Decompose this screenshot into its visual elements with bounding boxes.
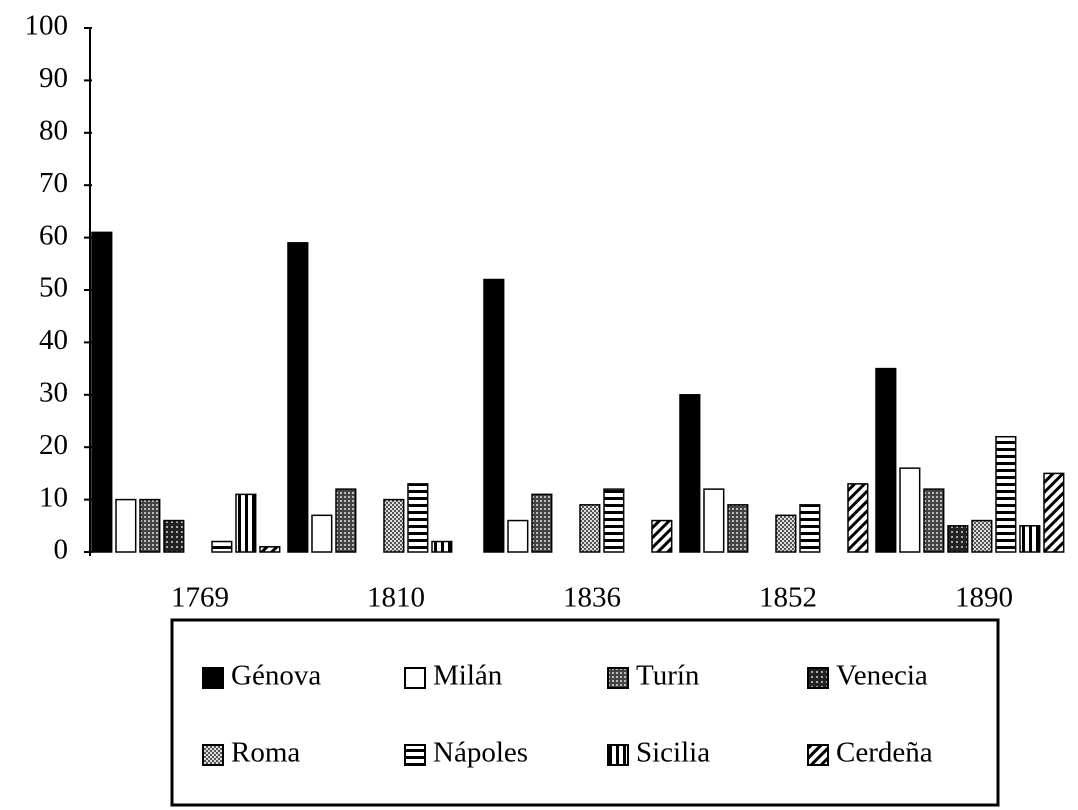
bar [995, 435, 1017, 553]
x-tick-label: 1852 [759, 582, 817, 614]
bar [91, 231, 113, 553]
bar [971, 519, 993, 553]
legend-label: Nápoles [433, 737, 528, 769]
y-tick-label: 0 [54, 534, 69, 566]
y-tick-label: 70 [39, 167, 68, 199]
bar [139, 498, 161, 553]
bar [703, 488, 725, 553]
x-tick-label: 1890 [955, 582, 1013, 614]
bar [163, 519, 185, 553]
bar [383, 498, 405, 553]
bar [259, 546, 281, 553]
bar [335, 488, 357, 553]
bar [115, 498, 137, 553]
legend-label: Génova [231, 660, 321, 692]
legend-label: Roma [231, 737, 300, 769]
legend-label: Turín [636, 660, 700, 692]
bar [947, 525, 969, 553]
legend-swatch [607, 744, 629, 766]
bar [651, 519, 673, 553]
bar [923, 488, 945, 553]
legend-label: Venecia [836, 660, 928, 692]
bar [579, 504, 601, 553]
bar [287, 242, 309, 553]
y-tick-label: 60 [39, 219, 68, 251]
bar [211, 540, 233, 553]
bar [727, 504, 749, 553]
legend-swatch [404, 667, 426, 689]
bar [799, 504, 821, 553]
bar [407, 483, 429, 553]
y-tick-label: 20 [39, 429, 68, 461]
bar [431, 540, 453, 553]
legend-swatch [404, 744, 426, 766]
x-tick-label: 1810 [367, 582, 425, 614]
y-tick-label: 100 [25, 10, 69, 42]
y-tick-label: 80 [39, 114, 68, 146]
y-tick-label: 30 [39, 376, 68, 408]
x-tick-label: 1836 [563, 582, 621, 614]
legend-swatch [807, 667, 829, 689]
y-tick-label: 10 [39, 481, 68, 513]
legend-swatch [202, 667, 224, 689]
bar [775, 514, 797, 553]
bar [483, 278, 505, 553]
legend-swatch [202, 744, 224, 766]
bar [899, 467, 921, 553]
y-tick-label: 50 [39, 272, 68, 304]
x-tick-label: 1769 [171, 582, 229, 614]
bar [875, 367, 897, 553]
bar [679, 394, 701, 553]
y-tick-label: 90 [39, 62, 68, 94]
legend-label: Cerdeña [836, 737, 933, 769]
bar [1019, 525, 1041, 553]
bar [531, 493, 553, 553]
y-tick-label: 40 [39, 324, 68, 356]
legend-swatch [607, 667, 629, 689]
bar [603, 488, 625, 553]
bar [1043, 472, 1065, 553]
bar [847, 483, 869, 553]
legend-label: Milán [433, 660, 503, 692]
legend-label: Sicilia [636, 737, 710, 769]
legend-box [170, 618, 1000, 807]
bar [311, 514, 333, 553]
bar [235, 493, 257, 553]
bar [507, 519, 529, 553]
legend-swatch [807, 744, 829, 766]
